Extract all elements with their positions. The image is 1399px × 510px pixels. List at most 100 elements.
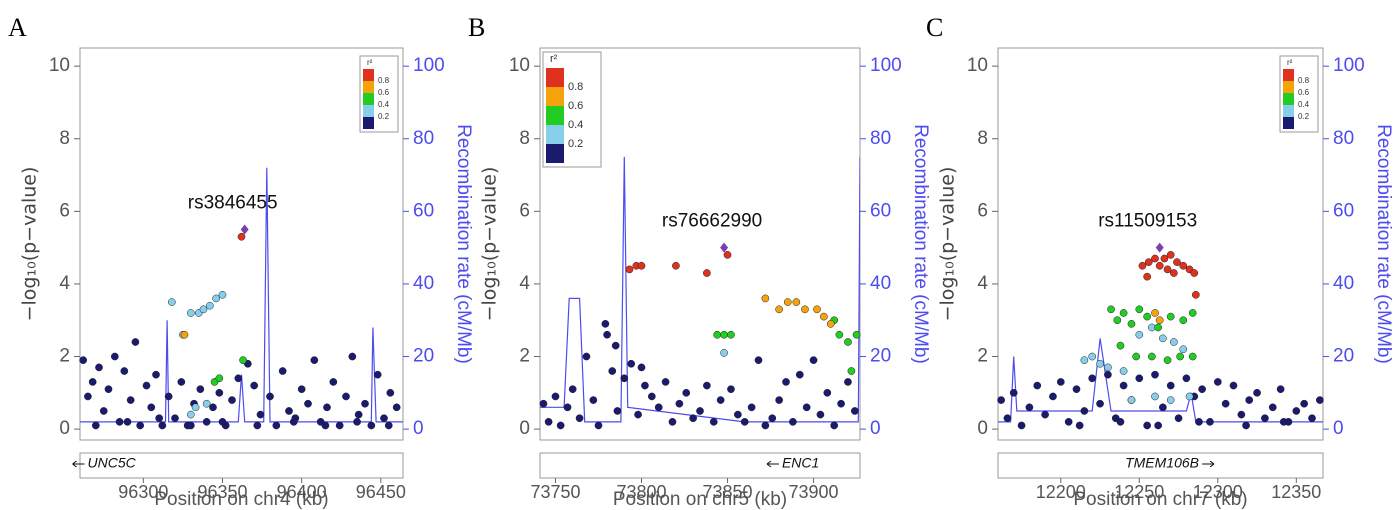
snp-point xyxy=(353,418,361,426)
y2-tick-label: 60 xyxy=(413,200,434,221)
snp-point xyxy=(603,330,611,339)
snp-point xyxy=(104,385,113,394)
plot-frame xyxy=(79,47,404,441)
panel-letter: C xyxy=(926,13,943,42)
snp-point xyxy=(1116,418,1125,426)
legend-swatch xyxy=(1283,69,1294,81)
snp-point xyxy=(120,367,129,375)
snp-point xyxy=(835,330,844,339)
snp-point xyxy=(1169,338,1178,346)
x-tick-label: 12350 xyxy=(1271,482,1321,502)
snp-point xyxy=(1221,399,1230,408)
snp-point xyxy=(202,399,211,408)
strand-arrow xyxy=(72,460,85,468)
snp-point xyxy=(147,403,156,412)
snp-point xyxy=(1143,272,1152,281)
snp-point xyxy=(1300,399,1309,408)
snp-point xyxy=(79,356,88,364)
y-axis-label: −log₁₀(p−value) xyxy=(937,167,959,322)
snp-point xyxy=(775,396,783,404)
legend-swatch xyxy=(546,68,564,87)
snp-point xyxy=(830,421,839,430)
snp-point xyxy=(1116,341,1125,350)
y2-tick-label: 60 xyxy=(1333,200,1354,221)
lead-snp-label: rs76662990 xyxy=(662,211,762,232)
snp-point xyxy=(186,421,195,430)
y2-tick-label: 40 xyxy=(870,273,891,294)
y-tick-label: 6 xyxy=(59,200,70,221)
snp-point xyxy=(563,403,572,412)
snp-point xyxy=(1127,320,1136,328)
snp-point xyxy=(1185,392,1194,401)
x-tick-label: 96400 xyxy=(277,482,327,502)
y2-tick-label: 20 xyxy=(1333,346,1354,367)
legend-label: 0.4 xyxy=(568,119,583,131)
snp-point xyxy=(126,396,135,404)
snp-point xyxy=(191,403,200,412)
y-tick-label: 4 xyxy=(59,273,70,294)
snp-point xyxy=(1292,407,1301,415)
snp-point xyxy=(1143,312,1152,321)
lead-snp-label: rs3846455 xyxy=(188,192,278,213)
legend-swatch xyxy=(546,106,564,125)
snp-point xyxy=(539,399,548,408)
snp-point xyxy=(1127,396,1136,404)
y-tick-label: 2 xyxy=(519,346,530,367)
snp-point xyxy=(1166,396,1175,404)
snp-point xyxy=(1316,396,1324,404)
y-tick-label: 6 xyxy=(519,200,530,221)
y2-tick-label: 40 xyxy=(1333,273,1354,294)
snp-point xyxy=(620,374,629,383)
snp-point xyxy=(1173,258,1181,266)
y2-axis-label: Recombination rate (cM/Mb) xyxy=(453,124,474,364)
snp-point xyxy=(1182,374,1191,383)
snp-point xyxy=(1143,421,1152,430)
y-tick-label: 4 xyxy=(519,273,530,294)
snp-point xyxy=(1308,414,1316,423)
snp-point xyxy=(551,392,560,401)
snp-point xyxy=(1064,418,1073,426)
snp-point xyxy=(218,290,227,299)
snp-point xyxy=(1179,261,1188,270)
snp-point xyxy=(813,305,821,314)
snp-point xyxy=(1148,352,1156,361)
x-tick-label: 73750 xyxy=(530,482,580,502)
snp-point xyxy=(820,312,828,321)
y-tick-label: 10 xyxy=(509,55,530,76)
snp-point xyxy=(709,418,718,426)
legend-swatch xyxy=(1283,93,1294,105)
snp-point xyxy=(171,414,179,423)
snp-point xyxy=(1195,418,1203,426)
snp-point xyxy=(1119,309,1128,317)
snp-point xyxy=(392,403,401,412)
legend-label: 0.2 xyxy=(568,138,583,150)
snp-point xyxy=(850,407,859,415)
snp-point xyxy=(1009,388,1018,397)
y-axis-label: −log₁₀(p−value) xyxy=(19,167,41,322)
snp-point xyxy=(1017,421,1026,430)
snp-point xyxy=(589,396,598,404)
y-tick-label: 0 xyxy=(519,418,530,439)
x-tick-label: 73800 xyxy=(616,482,666,502)
snp-point xyxy=(997,396,1005,404)
snp-point xyxy=(1151,370,1159,379)
snp-point xyxy=(304,399,312,408)
snp-point xyxy=(1160,254,1169,263)
legend-title: r² xyxy=(367,58,373,67)
snp-point xyxy=(123,418,132,426)
snp-point xyxy=(1242,421,1250,430)
snp-point xyxy=(1088,352,1097,361)
snp-point xyxy=(167,298,176,306)
snp-point xyxy=(380,414,388,423)
snp-point xyxy=(847,367,856,375)
snp-point xyxy=(668,418,677,426)
snp-point xyxy=(823,388,832,397)
snp-point xyxy=(1191,290,1200,299)
x-axis-label: Position on chr4 (kb) xyxy=(154,489,328,510)
snp-point xyxy=(675,399,684,408)
y2-tick-label: 100 xyxy=(413,55,445,76)
legend-swatch xyxy=(363,105,374,117)
snp-point xyxy=(611,341,620,350)
y-axis-label: −log₁₀(p−value) xyxy=(479,167,501,322)
